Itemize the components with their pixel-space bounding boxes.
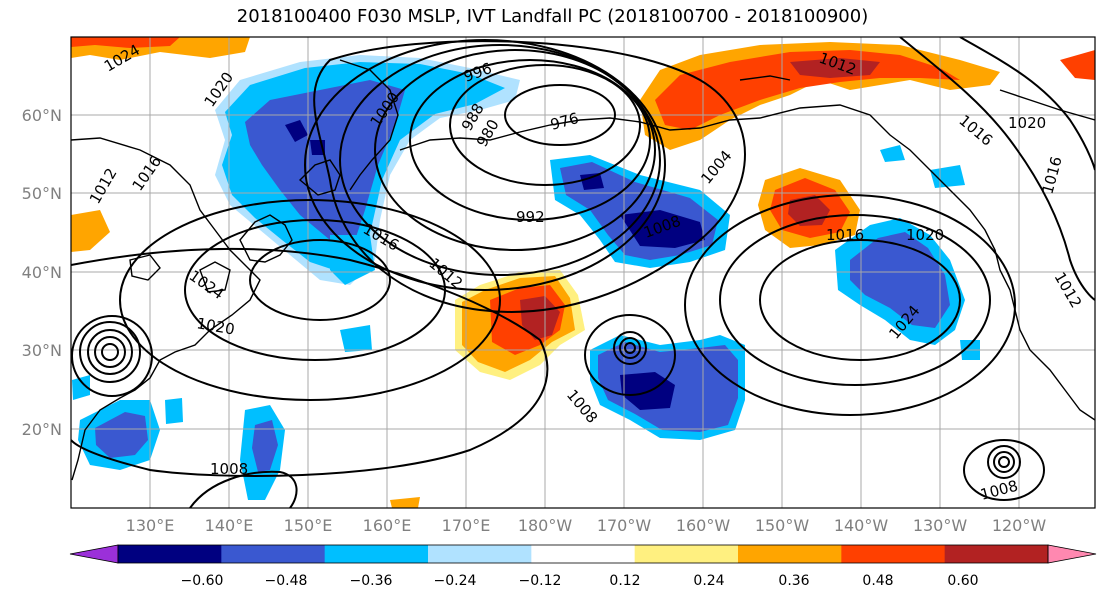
lon-tick-label: 130°E <box>126 516 175 535</box>
lon-tick-label: 150°E <box>284 516 333 535</box>
lon-tick-label: 160°W <box>676 516 731 535</box>
colorbar-tick-label: 0.36 <box>778 573 809 589</box>
map-title: 2018100400 F030 MSLP, IVT Landfall PC (2… <box>236 6 869 27</box>
lon-tick-label: 140°W <box>834 516 889 535</box>
colorbar-tick-label: −0.12 <box>519 573 562 589</box>
lat-tick-label: 60°N <box>22 106 62 125</box>
colorbar-extension-left <box>69 544 119 564</box>
coastlines <box>71 59 1095 481</box>
colorbar-tick-label: 0.60 <box>947 573 978 589</box>
lat-tick-label: 30°N <box>22 341 62 360</box>
isobar-label: 1016 <box>826 226 864 244</box>
isobar-label: 1008 <box>210 460 248 478</box>
lat-tick-label: 40°N <box>22 263 62 282</box>
colorbar-tick-label: 0.48 <box>862 573 893 589</box>
colorbar-segment <box>634 545 739 563</box>
colorbar-segment <box>324 545 429 563</box>
colorbar-segment <box>118 545 222 563</box>
colorbar-segment <box>738 545 842 563</box>
lat-tick-label: 50°N <box>22 184 62 203</box>
colorbar-tick-label: 0.24 <box>693 573 724 589</box>
lon-tick-label: 120°W <box>992 516 1047 535</box>
isobar-label: 1020 <box>1008 114 1046 132</box>
lon-tick-label: 150°W <box>755 516 810 535</box>
colorbar-tick-label: −0.24 <box>434 573 477 589</box>
isobar-label: 1020 <box>906 226 944 244</box>
lon-tick-label: 160°E <box>363 516 412 535</box>
ivt-positive-shading <box>71 37 1095 508</box>
latitude-labels: 60°N 50°N 40°N 30°N 20°N <box>22 106 62 439</box>
colorbar-segment <box>841 545 946 563</box>
lat-tick-label: 20°N <box>22 420 62 439</box>
colorbar-segment <box>944 545 1049 563</box>
colorbar-extension-right <box>1047 544 1097 564</box>
isobar-label: 992 <box>516 208 545 226</box>
map-frame <box>70 36 1096 509</box>
colorbar-segment <box>221 545 326 563</box>
mslp-isobars <box>71 37 1095 508</box>
colorbar-tick-label: −0.60 <box>181 573 224 589</box>
colorbar-border <box>117 544 1049 564</box>
colorbar: −0.60 −0.48 −0.36 −0.24 −0.12 0.12 0.24 … <box>69 544 1097 589</box>
map-gridlines <box>71 37 1095 508</box>
lon-tick-label: 170°W <box>597 516 652 535</box>
lon-tick-label: 170°E <box>442 516 491 535</box>
lon-tick-label: 130°W <box>913 516 968 535</box>
lon-tick-label: 180°W <box>518 516 573 535</box>
longitude-labels: 130°E 140°E 150°E 160°E 170°E 180°W 170°… <box>126 516 1047 535</box>
colorbar-tick-label: 0.12 <box>609 573 640 589</box>
colorbar-tick-label: −0.36 <box>350 573 393 589</box>
map-content: 1024 1020 1000 996 988 980 976 1012 1016… <box>71 37 1095 508</box>
colorbar-tick-label: −0.48 <box>265 573 308 589</box>
colorbar-segment <box>428 545 532 563</box>
lon-tick-label: 140°E <box>205 516 254 535</box>
colorbar-segment <box>531 545 636 563</box>
